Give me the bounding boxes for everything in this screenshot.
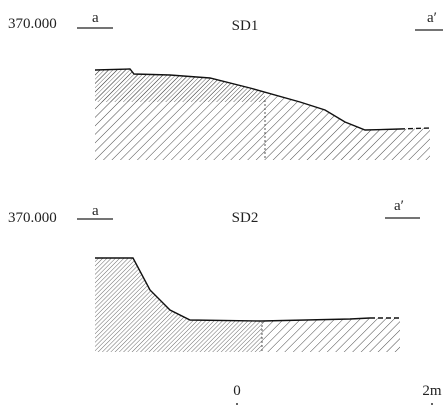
point-label: a′ <box>394 198 404 214</box>
section-sd1: 370.000 a SD1 a′ <box>8 10 443 160</box>
fill-layer <box>95 69 265 102</box>
point-label: a′ <box>427 10 437 26</box>
profile-line <box>95 257 371 322</box>
point-label: a <box>92 203 99 219</box>
level-label: 370.000 <box>8 210 57 226</box>
profile-line <box>94 68 401 131</box>
profile-line <box>399 127 431 130</box>
scale-tick <box>236 403 238 405</box>
level-label: 370.000 <box>8 16 57 32</box>
scale-bar: 0 2m <box>233 383 442 405</box>
fill-layer <box>95 258 262 352</box>
section-title: SD1 <box>232 18 259 34</box>
soil-layer <box>262 318 400 352</box>
point-label: a <box>92 10 99 26</box>
section-title: SD2 <box>232 210 259 226</box>
scale-tick <box>431 403 433 405</box>
scale-label: 0 <box>233 383 241 399</box>
scale-label: 2m <box>422 383 442 399</box>
section-sd2: 370.000 a SD2 a′ <box>8 198 420 352</box>
